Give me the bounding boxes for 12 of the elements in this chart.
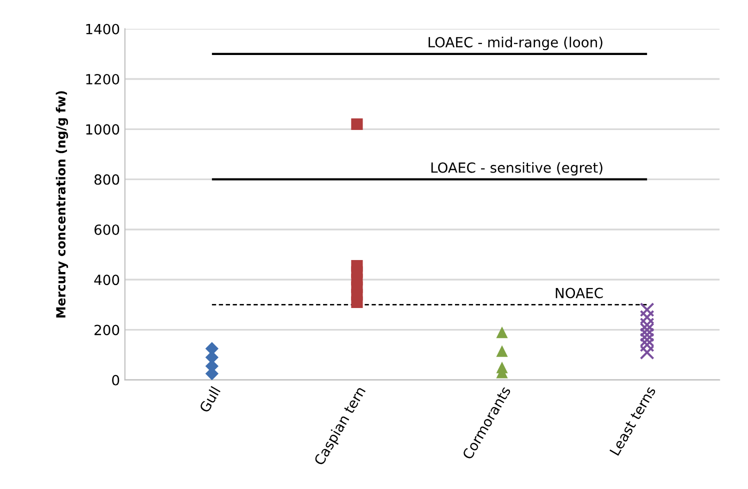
ref-line-label: LOAEC - sensitive (egret)	[431, 162, 602, 176]
y-tick-label: 1200	[86, 74, 120, 84]
y-tick-label: 1400	[86, 24, 120, 34]
y-tick-label: 800	[94, 174, 120, 185]
y-tick-label: 600	[94, 224, 120, 235]
y-tick-label: 0	[112, 374, 120, 386]
ref-line-label: LOAEC - mid-range (loon)	[428, 36, 602, 50]
ref-line-label: NOAEC	[556, 288, 603, 298]
y-tick-label: 200	[94, 324, 120, 336]
y-tick-label: 1000	[86, 124, 120, 135]
y-tick-label: 400	[94, 274, 120, 286]
y-axis-title: Mercury concentration (ng/g fw)	[56, 91, 68, 318]
